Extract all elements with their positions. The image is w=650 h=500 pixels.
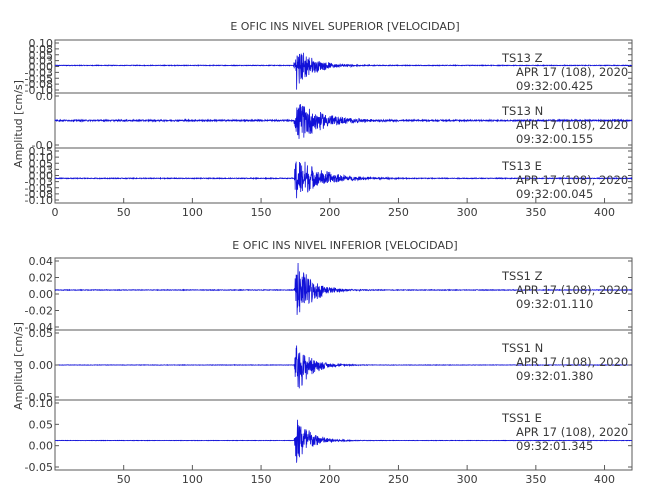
y-tick-label: -0.0 (32, 139, 53, 152)
x-tick-label: 0 (52, 206, 59, 219)
y-tick-label: -0.10 (25, 84, 53, 97)
station-label: TS13 N (501, 104, 543, 118)
date-label: APR 17 (108), 2020 (516, 65, 628, 79)
station-label: TSS1 E (501, 411, 542, 425)
x-tick-label: 50 (117, 206, 131, 219)
y-tick-label: 0.03 (29, 163, 54, 176)
y-tick-label: -0.04 (25, 321, 53, 334)
time-label: 09:32:01.345 (516, 439, 593, 453)
y-tick-label: 0.10 (29, 397, 54, 410)
y-tick-label: 0.05 (29, 327, 54, 340)
y-tick-label: 0.05 (29, 418, 54, 431)
y-tick-label: -0.05 (25, 391, 53, 404)
chart-title-inferior: E OFIC INS NIVEL INFERIOR [VELOCIDAD] (232, 239, 457, 252)
x-tick-label: 400 (594, 473, 615, 486)
date-label: APR 17 (108), 2020 (516, 283, 628, 297)
x-tick-label: 300 (457, 206, 478, 219)
y-tick-label: 0.08 (29, 43, 54, 56)
y-tick-label: 0.00 (29, 170, 54, 183)
time-label: 09:32:00.155 (516, 132, 593, 146)
station-label: TSS1 N (501, 341, 543, 355)
y-tick-label: 0.10 (29, 37, 54, 50)
seismic-trace (54, 419, 633, 463)
seismic-trace (54, 104, 633, 139)
date-label: APR 17 (108), 2020 (516, 118, 628, 132)
x-tick-label: 350 (525, 473, 546, 486)
y-tick-label: -0.05 (25, 461, 53, 474)
seismic-trace (54, 52, 633, 90)
y-tick-label: -0.03 (25, 66, 53, 79)
time-label: 09:32:01.380 (516, 369, 593, 383)
y-tick-label: 0.10 (29, 151, 54, 164)
y-tick-label: 0.0 (36, 90, 54, 103)
y-tick-label: -0.08 (25, 188, 53, 201)
y-tick-label: 0.03 (29, 55, 54, 68)
x-tick-label: 150 (251, 473, 272, 486)
x-tick-label: 100 (182, 206, 203, 219)
time-label: 09:32:00.425 (516, 79, 593, 93)
x-tick-label: 200 (319, 473, 340, 486)
y-tick-label: 0.15 (29, 145, 54, 158)
y-axis-label-inferior: Amplitud [cm/s] (12, 322, 25, 410)
x-tick-label: 200 (319, 206, 340, 219)
plot-area-superior: 0.100.080.050.030.00-0.03-0.05-0.08-0.10… (25, 37, 633, 219)
x-tick-label: 100 (182, 473, 203, 486)
y-axis-label-superior: Amplitud [cm/s] (12, 80, 25, 168)
chart-title-superior: E OFIC INS NIVEL SUPERIOR [VELOCIDAD] (230, 20, 459, 33)
y-tick-label: 0.00 (29, 359, 54, 372)
panel-frame (54, 399, 633, 471)
date-label: APR 17 (108), 2020 (516, 173, 628, 187)
station-label: TS13 Z (501, 51, 543, 65)
x-tick-label: 400 (594, 206, 615, 219)
y-tick-label: -0.02 (25, 305, 53, 318)
y-tick-label: 0.02 (29, 272, 54, 285)
time-label: 09:32:01.110 (516, 297, 593, 311)
x-tick-label: 300 (457, 473, 478, 486)
y-tick-label: 0.00 (29, 61, 54, 74)
y-tick-label: -0.10 (25, 194, 53, 207)
y-tick-label: -0.05 (25, 72, 53, 85)
panel-ts13-e: 0.150.100.050.030.00-0.03-0.05-0.08-0.10… (25, 145, 633, 207)
x-axis: 0 50 100 150 200 250 300 350 400 (52, 198, 615, 219)
y-tick-label: 0.04 (29, 255, 54, 268)
x-tick-label: 350 (525, 206, 546, 219)
y-tick-label: -0.05 (25, 182, 53, 195)
x-axis: 50 100 150 200 250 300 350 400 (117, 465, 615, 486)
y-tick-label: -0.03 (25, 176, 53, 189)
y-tick-label: -0.08 (25, 78, 53, 91)
chart-inferior: E OFIC INS NIVEL INFERIOR [VELOCIDAD] Am… (12, 239, 633, 486)
seismic-trace (54, 263, 633, 315)
station-label: TS13 E (501, 159, 542, 173)
x-tick-label: 250 (388, 206, 409, 219)
y-tick-label: 0.00 (29, 440, 54, 453)
x-tick-label: 250 (388, 473, 409, 486)
station-label: TSS1 Z (501, 269, 543, 283)
x-tick-label: 50 (117, 473, 131, 486)
seismic-trace (54, 161, 633, 199)
seismic-trace (54, 345, 633, 389)
y-tick-label: 0.05 (29, 157, 54, 170)
chart-superior: E OFIC INS NIVEL SUPERIOR [VELOCIDAD] Am… (12, 20, 633, 219)
time-label: 09:32:00.045 (516, 187, 593, 201)
x-tick-label: 150 (251, 206, 272, 219)
y-tick-label: 0.00 (29, 288, 54, 301)
date-label: APR 17 (108), 2020 (516, 425, 628, 439)
date-label: APR 17 (108), 2020 (516, 355, 628, 369)
panel-ts13-z: 0.100.080.050.030.00-0.03-0.05-0.08-0.10… (25, 37, 633, 97)
y-tick-label: 0.05 (29, 49, 54, 62)
